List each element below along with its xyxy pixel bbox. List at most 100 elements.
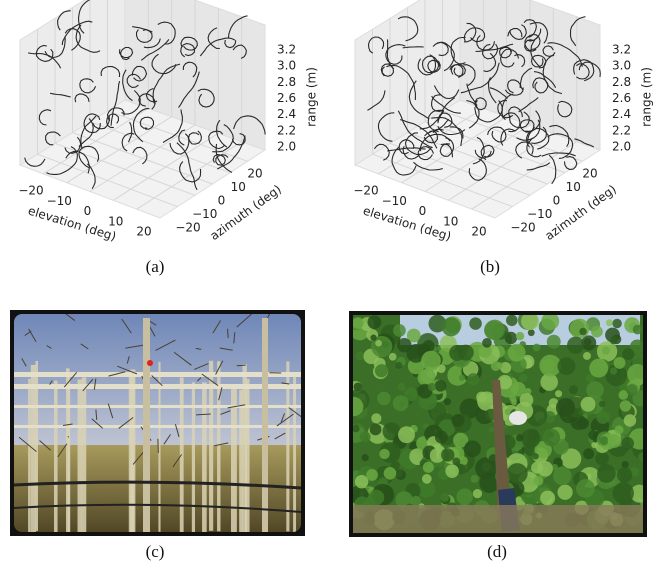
z-axis-label: range (m) xyxy=(305,67,319,127)
x-tick-label: 20 xyxy=(471,225,486,239)
leaf xyxy=(382,341,389,348)
leaf xyxy=(352,317,364,329)
leaf xyxy=(533,344,541,352)
leaf xyxy=(440,493,449,502)
z-tick-label: 2.4 xyxy=(612,107,631,121)
leaf xyxy=(586,381,604,399)
leaf xyxy=(599,436,608,445)
leaf xyxy=(570,319,590,339)
x-tick-label: 10 xyxy=(443,214,458,228)
leaf xyxy=(370,424,382,436)
leaf xyxy=(622,348,634,360)
x-tick-label: 0 xyxy=(84,204,92,218)
leaf xyxy=(579,328,587,336)
leaf xyxy=(532,453,538,459)
leaf xyxy=(441,448,454,461)
leaf xyxy=(547,335,561,349)
leaf xyxy=(467,373,479,385)
caption: (d) xyxy=(487,542,507,561)
y-tick-label: −10 xyxy=(527,207,552,221)
leaf xyxy=(471,475,479,483)
y-tick-label: 0 xyxy=(218,194,226,208)
branch xyxy=(228,329,229,338)
leaf xyxy=(540,491,555,506)
leaf xyxy=(626,384,637,395)
leaf xyxy=(576,479,595,498)
leaf xyxy=(583,448,594,459)
leaf xyxy=(375,340,382,347)
leaf xyxy=(557,485,572,500)
z-axis-label: range (m) xyxy=(640,67,654,127)
z-tick-label: 2.6 xyxy=(612,91,631,105)
y-tick-label: 10 xyxy=(231,180,246,194)
leaf xyxy=(599,401,606,408)
leaf xyxy=(527,439,536,448)
leaf xyxy=(398,383,406,391)
y-tick-label: −10 xyxy=(192,207,217,221)
x-axis-label: elevation (deg) xyxy=(26,203,117,243)
leaf xyxy=(389,353,397,361)
rail xyxy=(14,384,301,389)
leaf xyxy=(459,375,465,381)
leaf xyxy=(591,442,597,448)
post xyxy=(66,368,70,538)
leaf xyxy=(567,337,584,354)
leaf xyxy=(596,411,609,424)
leaf xyxy=(613,482,634,503)
leaf xyxy=(516,332,524,340)
plot-3d: 2.02.22.42.62.83.03.2range (m)−20−100102… xyxy=(18,0,318,244)
y-tick-label: −20 xyxy=(175,221,200,235)
leaf xyxy=(428,383,436,391)
z-tick-label: 2.0 xyxy=(277,140,296,154)
leaf xyxy=(491,361,501,371)
leaf xyxy=(484,321,503,340)
plot-3d: 2.02.22.42.62.83.03.2range (m)−20−100102… xyxy=(353,0,653,244)
leaf xyxy=(344,397,363,416)
x-tick-label: 0 xyxy=(419,204,427,218)
leaf xyxy=(445,464,459,478)
y-tick-label: −20 xyxy=(510,221,535,235)
leaf xyxy=(377,392,391,406)
post xyxy=(130,369,135,539)
leaf xyxy=(452,414,465,427)
leaf xyxy=(444,398,451,405)
leaf xyxy=(612,319,621,328)
leaf xyxy=(393,395,409,411)
leaf xyxy=(421,351,441,371)
leaf xyxy=(423,462,434,473)
rail xyxy=(14,425,301,428)
leaf xyxy=(610,367,617,374)
leaf xyxy=(569,385,578,394)
leaf xyxy=(476,392,487,403)
z-tick-label: 2.2 xyxy=(277,123,296,137)
leaf xyxy=(473,489,482,498)
trunk xyxy=(143,318,150,533)
bag xyxy=(509,411,527,425)
leaf xyxy=(519,374,528,383)
leaf xyxy=(556,398,575,417)
leaf xyxy=(516,434,523,441)
ground xyxy=(353,505,643,533)
leaf xyxy=(583,352,591,360)
leaf xyxy=(506,315,518,327)
leaf xyxy=(442,317,461,336)
branch xyxy=(68,436,69,437)
trunk xyxy=(262,318,268,533)
photo-c xyxy=(10,304,307,559)
leaf xyxy=(452,457,460,465)
leaf xyxy=(355,475,368,488)
rail xyxy=(14,372,301,377)
leaf xyxy=(370,335,376,341)
leaf xyxy=(588,430,598,440)
leaf xyxy=(375,364,388,377)
x-axis-label: elevation (deg) xyxy=(361,203,452,243)
leaf xyxy=(589,359,608,378)
leaf xyxy=(360,431,371,442)
leaf xyxy=(384,467,397,480)
z-tick-label: 2.8 xyxy=(277,75,296,89)
leaf xyxy=(369,490,385,506)
leaf xyxy=(435,431,448,444)
x-tick-label: 20 xyxy=(136,225,151,239)
x-tick-label: −20 xyxy=(353,184,378,198)
leaf xyxy=(379,449,389,459)
